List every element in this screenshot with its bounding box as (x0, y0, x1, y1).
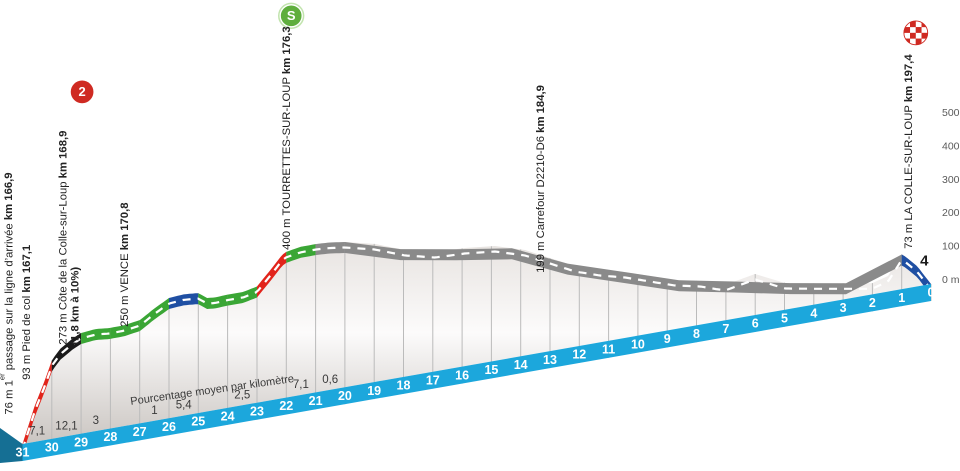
svg-text:5,4: 5,4 (176, 400, 193, 412)
svg-text:30: 30 (45, 441, 59, 455)
svg-text:7,1: 7,1 (293, 379, 309, 391)
svg-text:200 m: 200 m (942, 207, 960, 219)
svg-text:4: 4 (920, 253, 929, 270)
svg-text:17: 17 (426, 373, 440, 387)
svg-text:12: 12 (572, 348, 586, 362)
svg-text:29: 29 (74, 435, 88, 449)
svg-text:23: 23 (250, 404, 264, 418)
svg-text:0: 0 (928, 286, 935, 300)
svg-text:26: 26 (162, 420, 176, 434)
svg-text:14: 14 (514, 358, 528, 372)
svg-text:25: 25 (191, 415, 205, 429)
svg-text:0,6: 0,6 (322, 374, 338, 386)
svg-text:8: 8 (693, 327, 700, 341)
svg-text:28: 28 (103, 430, 117, 444)
svg-text:6: 6 (752, 317, 759, 331)
svg-text:300 m: 300 m (942, 174, 960, 186)
svg-text:7: 7 (722, 322, 729, 336)
svg-text:18: 18 (397, 379, 411, 393)
svg-text:2,5: 2,5 (234, 389, 250, 401)
svg-text:12,1: 12,1 (55, 420, 77, 432)
svg-text:21: 21 (309, 394, 323, 408)
svg-text:100 m: 100 m (942, 241, 960, 253)
svg-text:3: 3 (93, 415, 99, 427)
svg-text:13: 13 (543, 353, 557, 367)
svg-text:S: S (287, 8, 296, 23)
svg-text:10: 10 (631, 337, 645, 351)
svg-text:22: 22 (279, 399, 293, 413)
svg-text:400 m: 400 m (942, 140, 960, 152)
svg-text:1: 1 (151, 405, 157, 417)
svg-text:24: 24 (221, 410, 235, 424)
svg-text:20: 20 (338, 389, 352, 403)
svg-text:1: 1 (898, 291, 905, 305)
svg-text:4: 4 (810, 306, 817, 320)
svg-text:16: 16 (455, 368, 469, 382)
svg-text:3: 3 (840, 301, 847, 315)
svg-text:19: 19 (367, 384, 381, 398)
svg-text:9: 9 (664, 332, 671, 346)
svg-text:5: 5 (781, 312, 788, 326)
svg-text:11: 11 (602, 343, 615, 357)
svg-text:500 m: 500 m (942, 107, 960, 119)
svg-text:0 m: 0 m (942, 274, 960, 286)
svg-text:27: 27 (133, 425, 147, 439)
svg-text:2: 2 (78, 84, 85, 99)
svg-text:15: 15 (484, 363, 498, 377)
svg-text:2: 2 (869, 296, 876, 310)
svg-text:7,1: 7,1 (29, 425, 45, 437)
svg-text:31: 31 (16, 446, 30, 460)
